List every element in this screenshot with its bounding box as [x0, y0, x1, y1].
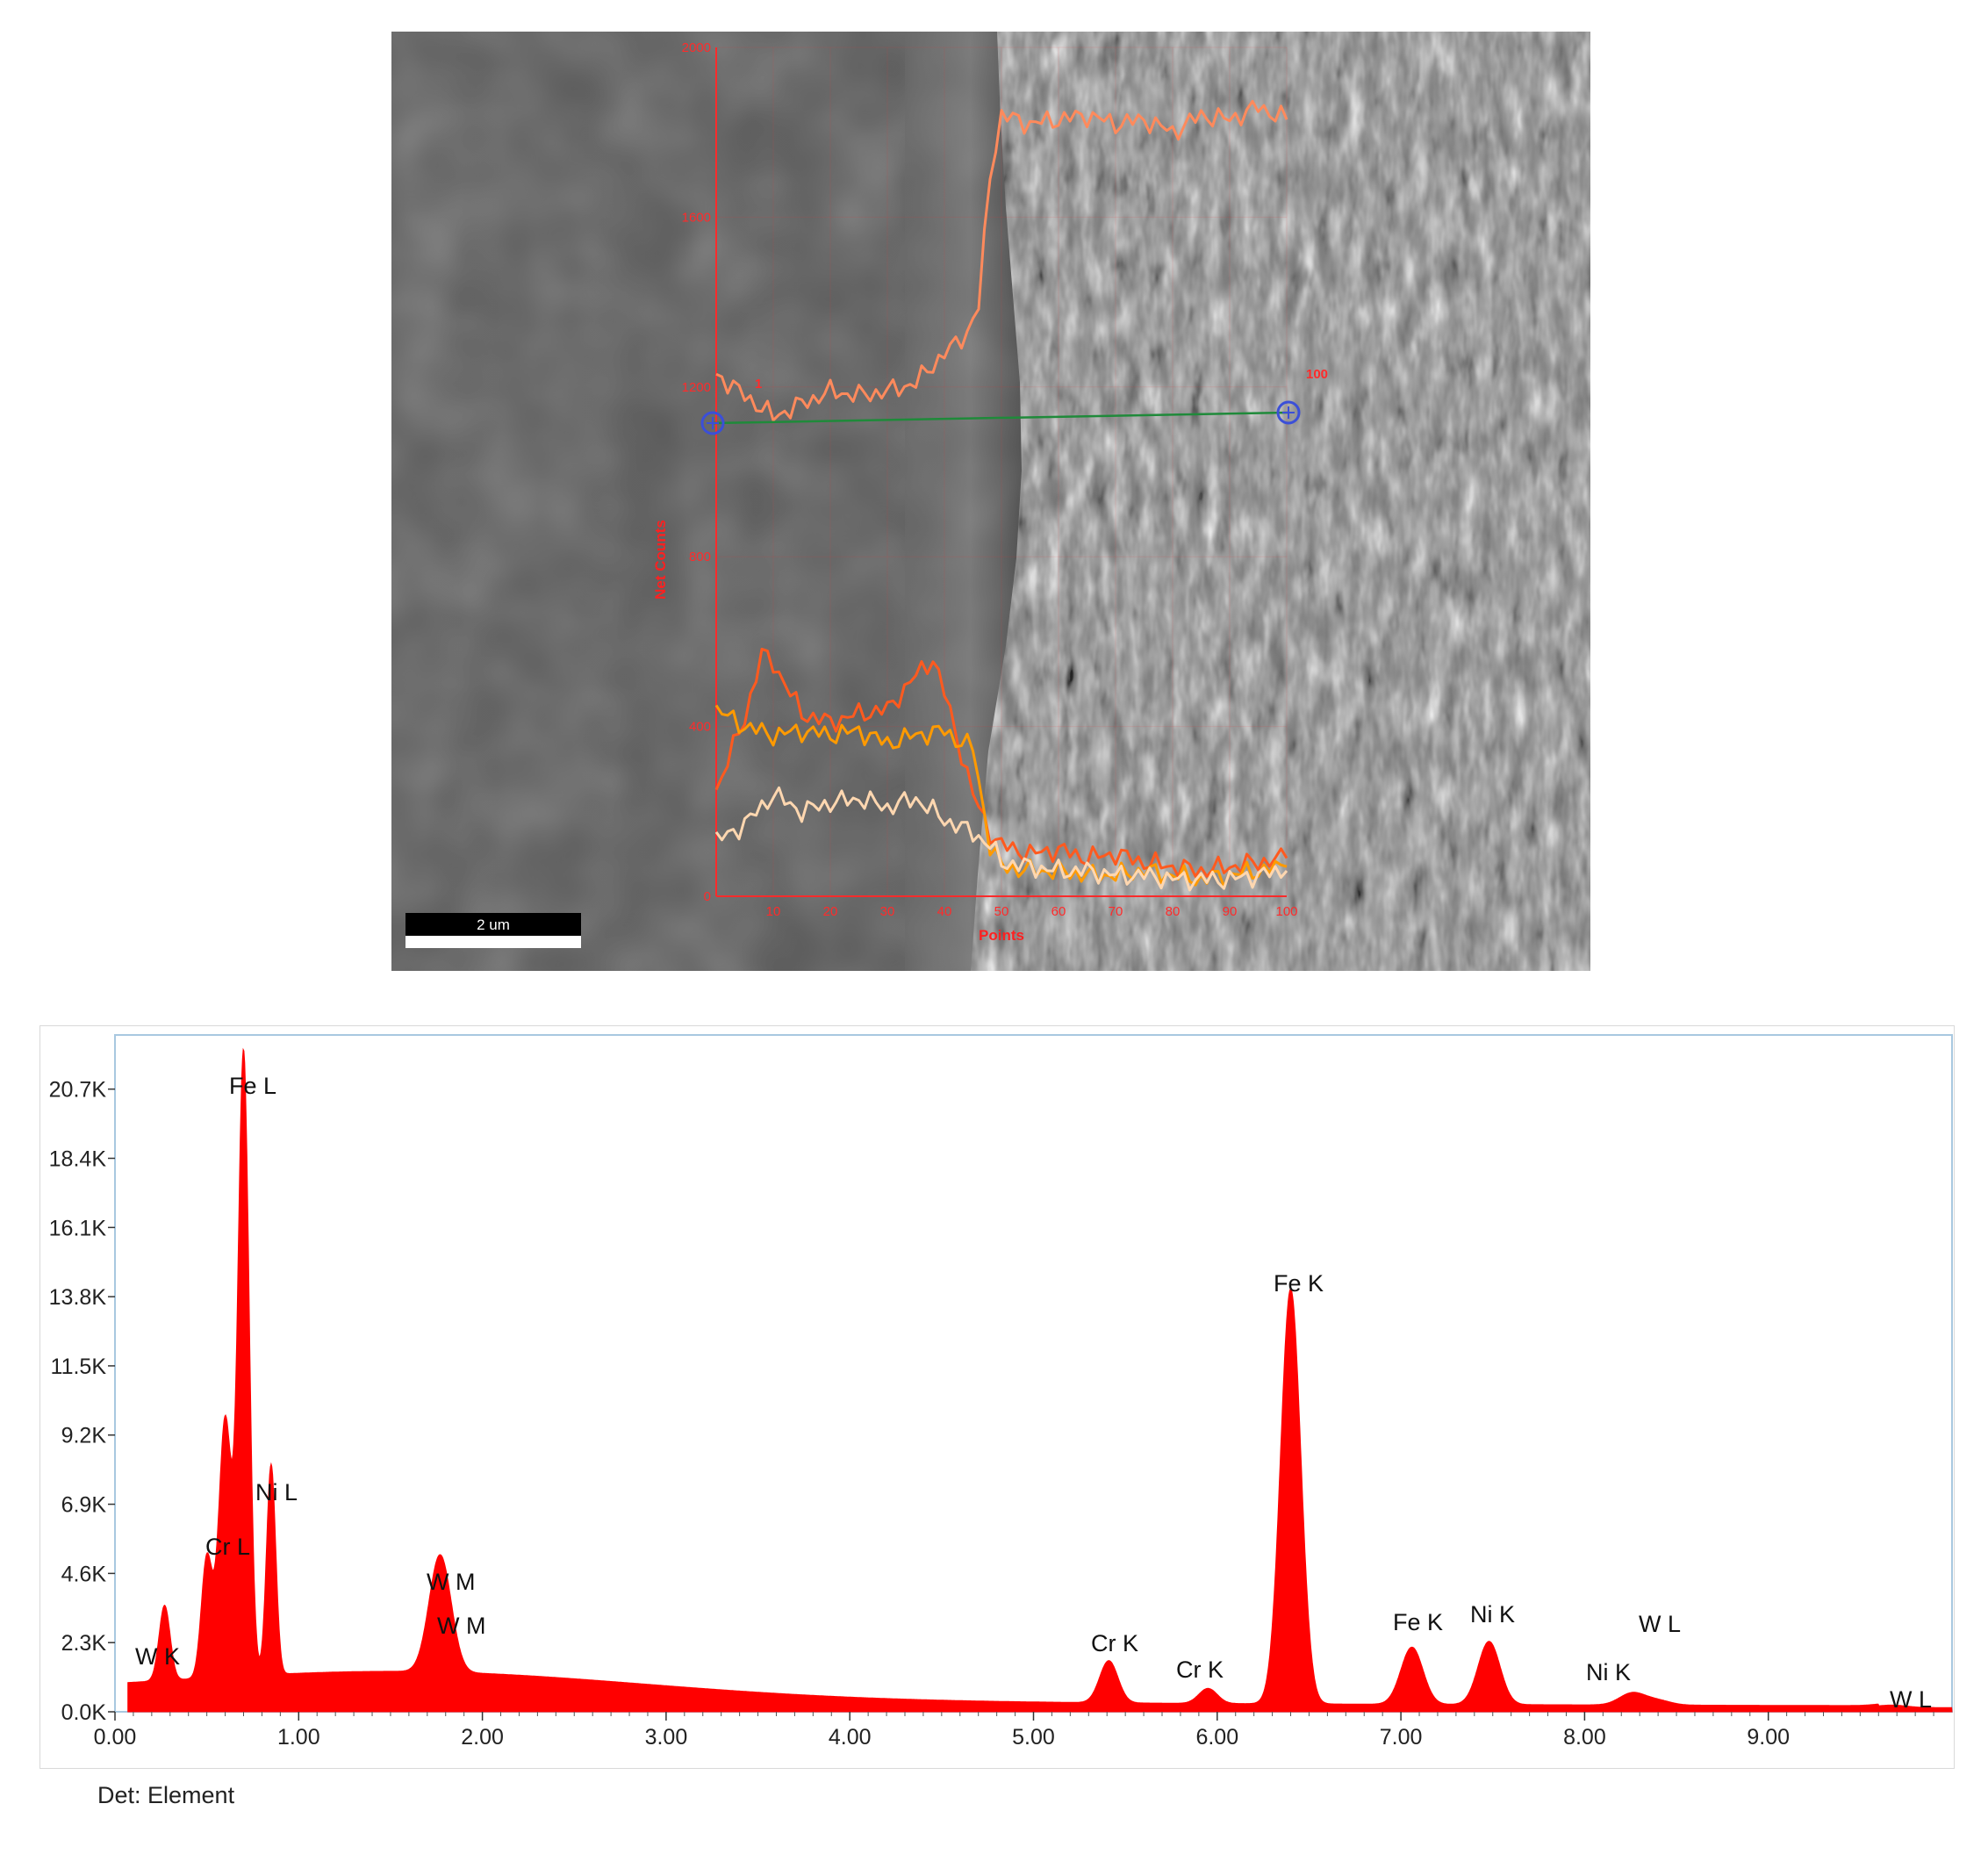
- eds-peak-label: W M: [427, 1569, 475, 1595]
- eds-peak-label: W L: [1890, 1686, 1932, 1713]
- sem-y-tick-label: 2000: [682, 40, 711, 55]
- eds-peak-label: Ni K: [1470, 1601, 1515, 1628]
- scan-line: [712, 411, 1289, 425]
- sem-y-axis-title: Net Counts: [652, 520, 669, 600]
- eds-y-tick-label: 13.8K: [49, 1285, 107, 1310]
- sem-y-tick-label: 800: [689, 550, 711, 564]
- eds-y-tick-label: 11.5K: [51, 1355, 107, 1379]
- sem-y-tick-label: 1200: [682, 380, 711, 395]
- eds-y-tick-label: 18.4K: [49, 1146, 107, 1171]
- eds-spectrum-chart: 0.0K 2.3K 4.6K 6.9K 9.2K 11.5K 13.8K 16.1K 18.4K…: [49, 1034, 1953, 1750]
- scan-marker-label-start: 1: [755, 377, 762, 392]
- sem-x-tick-label: 10: [766, 904, 781, 919]
- eds-x-tick-label: 0.00: [94, 1725, 137, 1750]
- scan-marker-label-end: 100: [1306, 367, 1328, 382]
- sem-x-axis-title: Points: [979, 927, 1024, 944]
- eds-peak-label: W L: [1639, 1611, 1681, 1637]
- eds-y-tick-label: 2.3K: [61, 1631, 107, 1656]
- sem-x-tick-label: 90: [1223, 904, 1238, 919]
- eds-peak-label: Cr K: [1176, 1656, 1224, 1683]
- eds-peak-label: Fe L: [229, 1073, 276, 1099]
- eds-peak-label: Fe K: [1274, 1270, 1324, 1297]
- eds-peak-label: Ni K: [1586, 1659, 1631, 1685]
- scan-marker-circle: [700, 411, 725, 435]
- sem-x-tick-label: 100: [1275, 904, 1297, 919]
- eds-spectrum-panel: 0.0K 2.3K 4.6K 6.9K 9.2K 11.5K 13.8K 16.1K 18.4K…: [39, 1025, 1955, 1769]
- eds-y-tick-label: 9.2K: [61, 1424, 107, 1448]
- scan-marker-circle: [1276, 400, 1301, 425]
- eds-y-tick-label: 16.1K: [49, 1216, 107, 1240]
- scale-bar: [405, 913, 581, 936]
- sem-y-tick-label: 1600: [682, 210, 711, 225]
- detector-label: Det: Element: [97, 1782, 235, 1808]
- eds-x-tick-label: 7.00: [1380, 1725, 1423, 1750]
- sem-series-line: [715, 99, 1288, 422]
- sem-series-line: [714, 647, 1288, 879]
- eds-peak-label: W M: [437, 1613, 485, 1639]
- eds-y-tick-label: 4.6K: [61, 1562, 107, 1586]
- sem-x-tick-label: 30: [880, 904, 895, 919]
- eds-y-tick-label: 20.7K: [49, 1078, 107, 1103]
- sem-x-tick-label: 70: [1109, 904, 1123, 919]
- scale-bar-label: 2 um: [477, 916, 510, 933]
- eds-x-tick-label: 5.00: [1012, 1725, 1055, 1750]
- eds-x-tick-label: 6.00: [1195, 1725, 1238, 1750]
- sem-y-tick-label: 400: [689, 720, 711, 735]
- eds-peak-label: Fe K: [1393, 1609, 1443, 1635]
- eds-x-tick-label: 4.00: [829, 1725, 872, 1750]
- eds-peak-label: W K: [135, 1643, 180, 1670]
- eds-x-tick-label: 9.00: [1747, 1725, 1790, 1750]
- eds-x-tick-label: 8.00: [1563, 1725, 1606, 1750]
- eds-x-tick-label: 3.00: [645, 1725, 688, 1750]
- sem-x-tick-label: 50: [994, 904, 1009, 919]
- sem-image-panel: 0 400 800 1200 1600 2000 10 20 30 40 50 60 70 80 90 100…: [391, 32, 1590, 971]
- sem-x-tick-label: 40: [937, 904, 952, 919]
- sem-y-tick-label: 0: [704, 889, 711, 904]
- eds-spectrum-area: [127, 1047, 1953, 1713]
- sem-line-scan-chart: 0 400 800 1200 1600 2000 10 20 30 40 50 60 70 80 90 100…: [391, 32, 1590, 971]
- eds-x-tick-label: 1.00: [277, 1725, 320, 1750]
- eds-y-tick-label: 0.0K: [61, 1700, 107, 1725]
- eds-y-tick-label: 6.9K: [61, 1493, 107, 1518]
- scale-bar-white: [405, 936, 581, 948]
- eds-peak-label: Ni L: [255, 1479, 298, 1505]
- eds-peak-label: Cr K: [1091, 1630, 1138, 1656]
- sem-x-tick-label: 60: [1051, 904, 1066, 919]
- sem-x-tick-label: 80: [1166, 904, 1181, 919]
- eds-x-tick-label: 2.00: [461, 1725, 504, 1750]
- eds-peak-label: Cr L: [205, 1534, 250, 1560]
- sem-x-tick-label: 20: [823, 904, 838, 919]
- sem-series-line: [714, 786, 1288, 892]
